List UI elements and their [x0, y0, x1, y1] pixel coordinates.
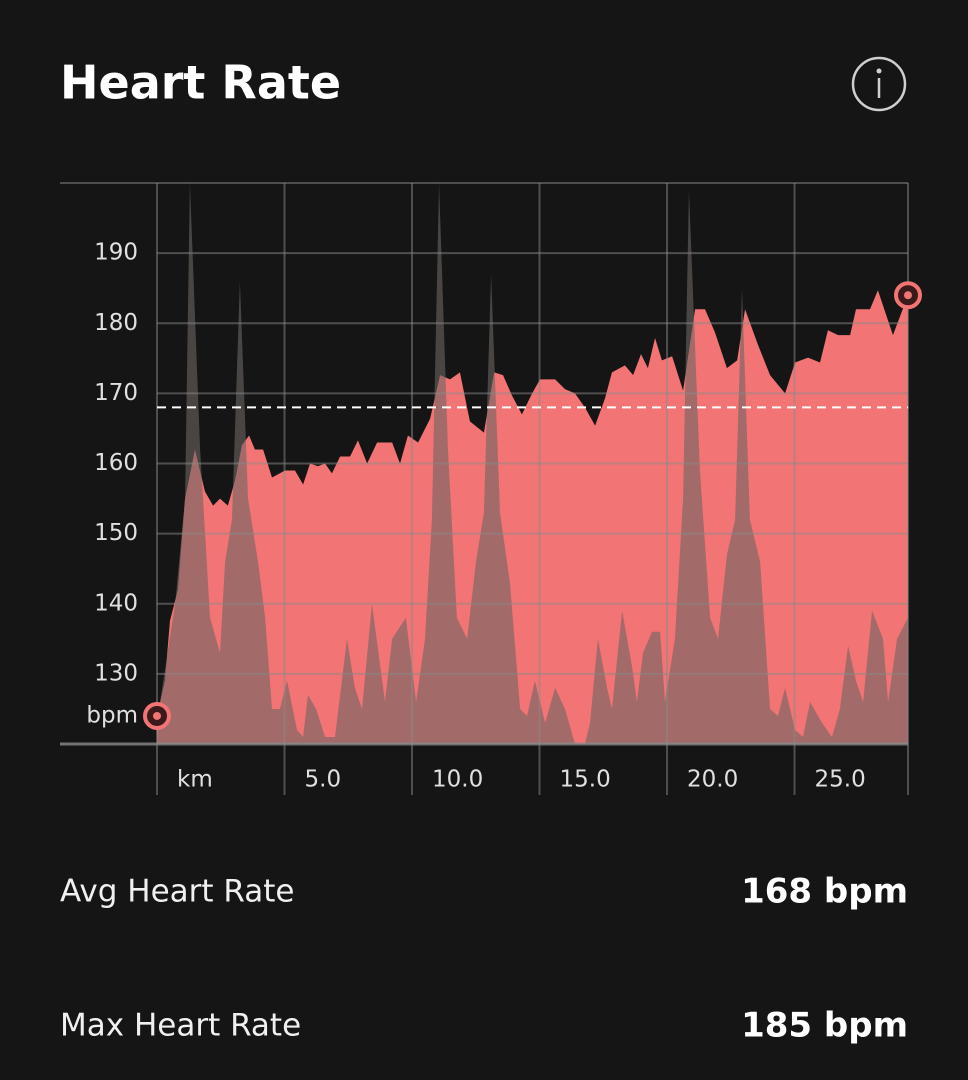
y-unit: bpm [86, 702, 138, 728]
x-tick-label: 10.0 [432, 767, 483, 793]
x-tick-label: 20.0 [687, 767, 738, 793]
stat-label: Avg Heart Rate [60, 874, 294, 910]
y-tick-label: 130 [94, 660, 138, 686]
x-tick-label: 25.0 [815, 767, 866, 793]
stat-label: Max Heart Rate [60, 1008, 301, 1044]
info-icon[interactable] [851, 56, 907, 112]
y-tick-label: 150 [94, 520, 138, 546]
stat-value: 185 bpm [741, 1006, 908, 1046]
endpoint-dot [904, 291, 912, 300]
y-tick-label: 140 [94, 590, 138, 616]
x-tick-label: 5.0 [305, 767, 342, 793]
y-tick-label: 160 [94, 450, 138, 476]
stat-value: 168 bpm [741, 872, 908, 912]
y-tick-label: 190 [94, 240, 138, 266]
y-tick-label: 180 [94, 310, 138, 336]
endpoint-dot [153, 711, 161, 720]
title: Heart Rate [60, 56, 341, 110]
plot: 130 140 150 160 170 180 190 bpm km 5.0 10.0 15.0 20.… [60, 182, 922, 795]
info-dot [876, 68, 882, 74]
x-tick-label: km [177, 767, 213, 793]
y-tick-label: 170 [94, 380, 138, 406]
x-tick-label: 15.0 [560, 767, 611, 793]
info-button[interactable] [851, 56, 907, 112]
area [157, 183, 908, 744]
